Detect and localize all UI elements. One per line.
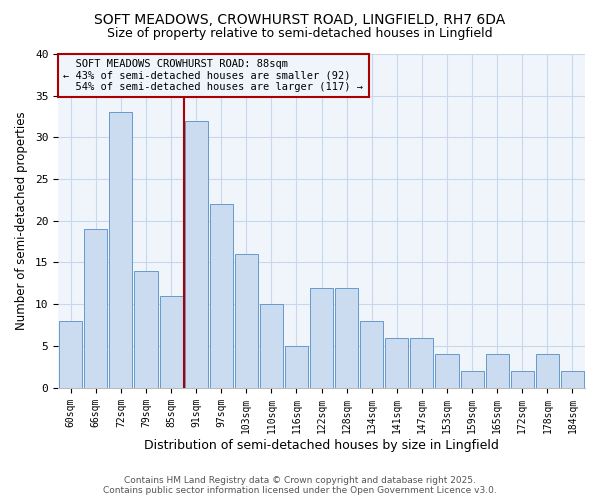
Bar <box>561 371 584 388</box>
Bar <box>410 338 433 388</box>
Bar <box>461 371 484 388</box>
Bar <box>185 120 208 388</box>
Bar <box>260 304 283 388</box>
Bar <box>310 288 333 388</box>
Bar <box>134 271 158 388</box>
Text: SOFT MEADOWS CROWHURST ROAD: 88sqm
← 43% of semi-detached houses are smaller (92: SOFT MEADOWS CROWHURST ROAD: 88sqm ← 43%… <box>64 59 364 92</box>
Bar <box>235 254 258 388</box>
Bar <box>285 346 308 388</box>
Bar <box>209 204 233 388</box>
Bar <box>485 354 509 388</box>
Bar <box>360 321 383 388</box>
Text: Contains HM Land Registry data © Crown copyright and database right 2025.
Contai: Contains HM Land Registry data © Crown c… <box>103 476 497 495</box>
Bar <box>436 354 458 388</box>
Bar <box>160 296 182 388</box>
Bar <box>109 112 133 388</box>
Bar <box>59 321 82 388</box>
Text: SOFT MEADOWS, CROWHURST ROAD, LINGFIELD, RH7 6DA: SOFT MEADOWS, CROWHURST ROAD, LINGFIELD,… <box>94 12 506 26</box>
Bar <box>385 338 409 388</box>
Y-axis label: Number of semi-detached properties: Number of semi-detached properties <box>15 112 28 330</box>
Bar <box>511 371 534 388</box>
X-axis label: Distribution of semi-detached houses by size in Lingfield: Distribution of semi-detached houses by … <box>144 440 499 452</box>
Bar <box>84 229 107 388</box>
Bar <box>536 354 559 388</box>
Text: Size of property relative to semi-detached houses in Lingfield: Size of property relative to semi-detach… <box>107 28 493 40</box>
Bar <box>335 288 358 388</box>
